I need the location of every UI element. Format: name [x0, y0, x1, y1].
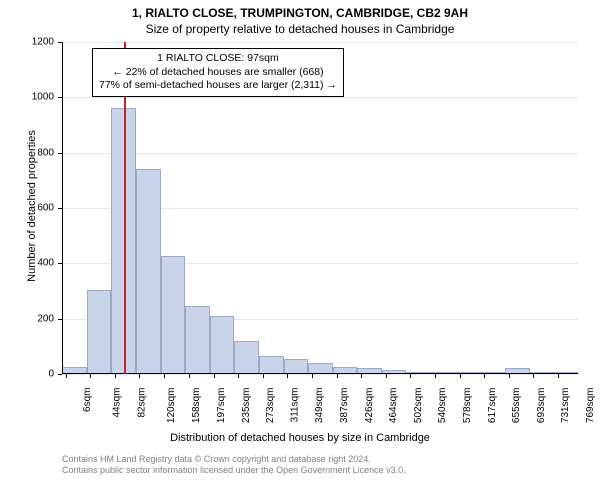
x-tick-label: 769sqm: [585, 388, 596, 424]
histogram-bar: [185, 306, 210, 374]
x-tick-label: 349sqm: [314, 388, 325, 424]
x-tick: [263, 374, 264, 378]
legend-line-1: 1 RIALTO CLOSE: 97sqm: [99, 52, 337, 66]
x-tick-label: 235sqm: [241, 388, 252, 424]
x-tick: [435, 374, 436, 378]
attribution: Contains HM Land Registry data © Crown c…: [62, 454, 406, 476]
x-tick-label: 655sqm: [512, 388, 523, 424]
x-tick-label: 197sqm: [216, 388, 227, 424]
legend-box: 1 RIALTO CLOSE: 97sqm ← 22% of detached …: [92, 48, 344, 97]
x-tick: [287, 374, 288, 378]
x-tick-label: 464sqm: [388, 388, 399, 424]
attribution-line-1: Contains HM Land Registry data © Crown c…: [62, 454, 406, 465]
x-tick: [90, 374, 91, 378]
y-tick-label: 400: [24, 258, 54, 269]
x-tick-label: 693sqm: [536, 388, 547, 424]
histogram-bar: [136, 169, 161, 374]
x-tick: [66, 374, 67, 378]
y-tick-label: 600: [24, 203, 54, 214]
x-tick-label: 273sqm: [265, 388, 276, 424]
legend-line-3: 77% of semi-detached houses are larger (…: [99, 79, 337, 93]
x-tick-label: 578sqm: [462, 388, 473, 424]
x-axis: [62, 373, 578, 374]
chart-container: { "title": "1, RIALTO CLOSE, TRUMPINGTON…: [0, 0, 600, 500]
x-tick: [460, 374, 461, 378]
x-axis-label: Distribution of detached houses by size …: [0, 432, 600, 444]
chart-subtitle: Size of property relative to detached ho…: [0, 20, 600, 36]
x-tick: [509, 374, 510, 378]
histogram-bar: [259, 356, 284, 374]
x-tick: [361, 374, 362, 378]
x-tick: [410, 374, 411, 378]
histogram-bar: [87, 290, 112, 374]
y-tick: [58, 374, 62, 375]
x-tick: [386, 374, 387, 378]
attribution-line-2: Contains public sector information licen…: [62, 465, 406, 476]
x-tick-label: 387sqm: [339, 388, 350, 424]
x-tick-label: 731sqm: [561, 388, 572, 424]
grid-line-h: [62, 42, 578, 43]
x-tick: [337, 374, 338, 378]
x-tick: [533, 374, 534, 378]
grid-line-h: [62, 153, 578, 154]
x-tick: [164, 374, 165, 378]
x-tick-label: 158sqm: [191, 388, 202, 424]
y-tick-label: 800: [24, 147, 54, 158]
x-tick-label: 44sqm: [112, 388, 123, 418]
x-tick-label: 617sqm: [487, 388, 498, 424]
histogram-bar: [234, 341, 259, 374]
y-tick-label: 1000: [24, 92, 54, 103]
x-tick-label: 120sqm: [166, 388, 177, 424]
histogram-bar: [161, 256, 186, 374]
x-tick: [189, 374, 190, 378]
x-tick: [115, 374, 116, 378]
y-tick-label: 200: [24, 313, 54, 324]
y-axis: [62, 42, 63, 374]
histogram-bar: [284, 359, 309, 374]
chart-title: 1, RIALTO CLOSE, TRUMPINGTON, CAMBRIDGE,…: [0, 0, 600, 20]
y-tick-label: 1200: [24, 37, 54, 48]
legend-line-2: ← 22% of detached houses are smaller (66…: [99, 66, 337, 80]
x-tick-label: 540sqm: [437, 388, 448, 424]
x-tick: [238, 374, 239, 378]
x-tick-label: 311sqm: [289, 388, 300, 423]
x-tick: [139, 374, 140, 378]
x-tick-label: 502sqm: [413, 388, 424, 424]
x-tick: [214, 374, 215, 378]
y-tick-label: 0: [24, 369, 54, 380]
x-tick-label: 6sqm: [82, 388, 93, 412]
x-tick-label: 426sqm: [364, 388, 375, 424]
histogram-bar: [210, 316, 235, 374]
x-tick: [312, 374, 313, 378]
x-tick: [558, 374, 559, 378]
x-tick: [484, 374, 485, 378]
grid-line-h: [62, 97, 578, 98]
x-tick-label: 82sqm: [136, 388, 147, 418]
